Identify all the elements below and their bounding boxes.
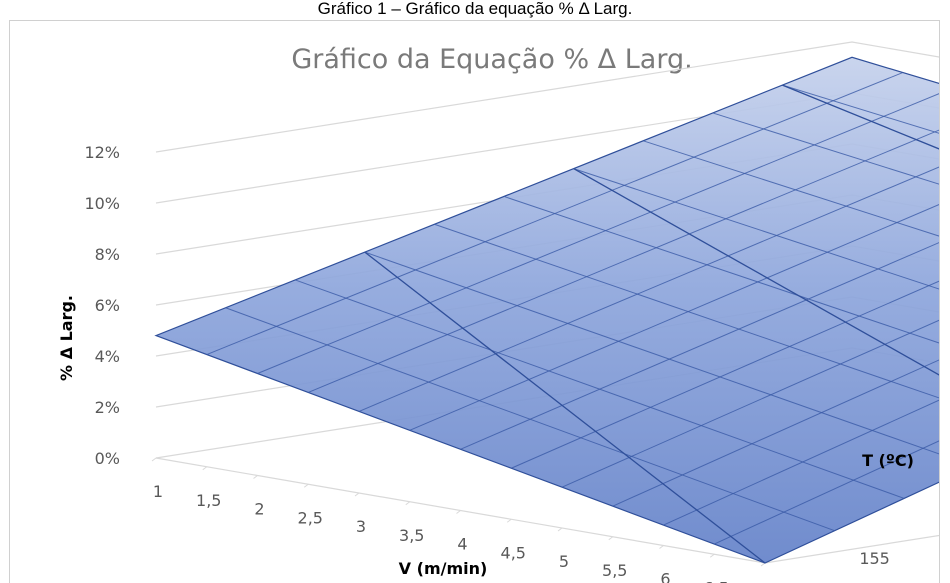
x-tick-mark — [760, 562, 766, 567]
surface-gridline-v — [714, 440, 939, 545]
figure-caption: Gráfico 1 – Gráfico da equação % Δ Larg. — [317, 0, 633, 18]
y-tick-label: 155 — [859, 549, 890, 568]
surface-gridline-v — [663, 399, 939, 526]
surface-gridline-t — [503, 195, 939, 344]
z-axis-title: % Δ Larg. — [57, 295, 76, 381]
surface-band-line — [573, 168, 939, 376]
x-tick-mark — [405, 501, 411, 506]
x-tick-label: 6,5 — [704, 578, 729, 583]
surface-chart: Gráfico da Equação % Δ Larg. 0% 2% 4% 6% 8% 1… — [57, 41, 939, 583]
x-tick-label: 5 — [559, 552, 569, 571]
x-tick-mark — [659, 545, 664, 549]
x-tick-label: 3,5 — [399, 526, 424, 545]
surface-gridline-t — [295, 279, 905, 499]
x-tick-label: 6 — [660, 570, 670, 583]
chart-title: Gráfico da Equação % Δ Larg. — [291, 44, 692, 75]
y-axis-title: T (ºC) — [862, 451, 914, 470]
surface-gridline-t — [782, 84, 939, 134]
x-tick-mark — [456, 510, 461, 514]
surface-plane — [154, 56, 939, 564]
x-tick-mark — [709, 553, 715, 558]
surface-gridline-t — [225, 307, 835, 532]
z-tick-label: 6% — [95, 296, 120, 315]
chart-frame: Gráfico da Equação % Δ Larg. 0% 2% 4% 6% 8% 1… — [9, 20, 940, 583]
surface-band-line — [364, 251, 766, 564]
x-tick-label: 4 — [457, 535, 467, 554]
surface-gridline-t — [573, 168, 939, 290]
x-tick-mark — [506, 518, 512, 523]
z-gridline — [155, 41, 939, 153]
z-tick-label: 0% — [95, 449, 120, 468]
z-tick-label: 2% — [95, 398, 120, 417]
z-tick-label: 8% — [95, 245, 120, 264]
x-tick-label: 5,5 — [602, 561, 627, 580]
x-tick-mark — [303, 483, 309, 488]
x-tick-label: 1,5 — [196, 491, 221, 510]
x-tick-mark — [608, 536, 614, 541]
x-tick-label: 1 — [153, 482, 163, 501]
x-tick-label: 2 — [254, 500, 264, 519]
x-tick-mark — [253, 475, 258, 479]
z-axis-tick-labels: 0% 2% 4% 6% 8% 10% 12% — [84, 143, 120, 468]
x-tick-label: 2,5 — [298, 508, 323, 527]
surface-gridline-t — [712, 112, 939, 185]
x-tick-mark — [557, 527, 563, 532]
surface-gridline-t — [364, 251, 939, 455]
y-axis-tick-labels: 155170185200 — [859, 549, 890, 568]
surface-gridline-v — [612, 359, 939, 507]
z-tick-label: 4% — [95, 347, 120, 366]
surface-gridline-t — [643, 140, 939, 237]
x-axis-tick-labels: 11,522,533,544,555,566,57 — [153, 482, 729, 583]
z-tick-label: 10% — [84, 194, 120, 213]
x-tick-mark — [151, 457, 157, 462]
x-axis-title: V (m/min) — [399, 559, 488, 578]
surface-band-line — [782, 84, 939, 150]
x-tick-label: 3 — [356, 517, 366, 536]
surface-gridline-t — [434, 223, 939, 399]
x-tick-mark — [202, 466, 208, 471]
z-tick-label: 12% — [84, 143, 120, 162]
x-tick-label: 4,5 — [501, 543, 526, 562]
x-tick-mark — [354, 492, 360, 497]
